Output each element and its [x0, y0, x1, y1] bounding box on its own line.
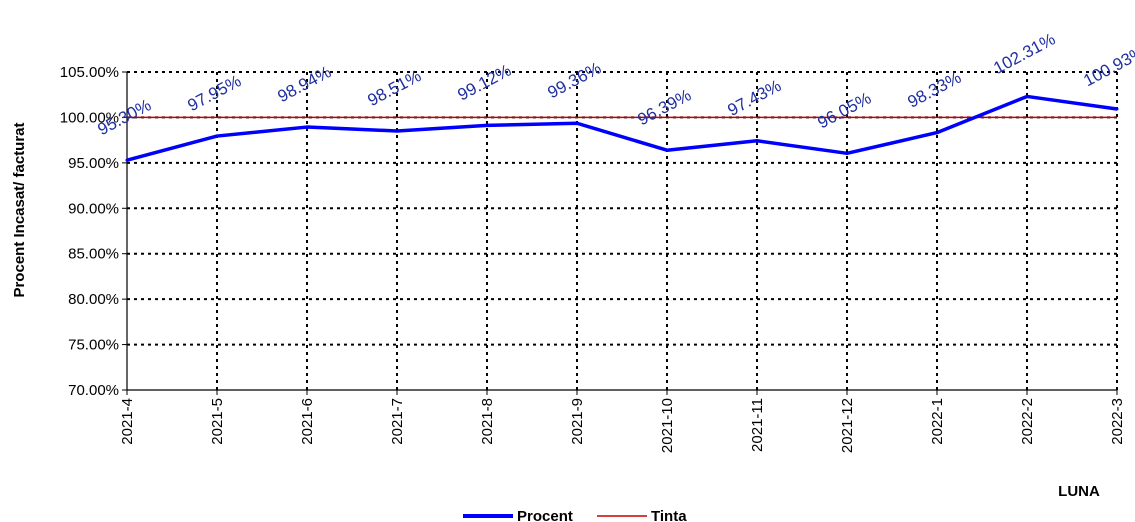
y-tick-label: 75.00% — [68, 337, 119, 354]
data-point-procent — [755, 139, 759, 143]
x-tick-label: 2021-11 — [749, 398, 766, 452]
data-point-procent — [1115, 107, 1119, 111]
series-lines — [125, 94, 1119, 162]
axes — [122, 71, 1118, 395]
x-tick-label: 2021-12 — [839, 398, 856, 453]
x-tick-label: 2022-1 — [929, 398, 946, 445]
data-point-procent — [305, 125, 309, 129]
data-point-procent — [575, 121, 579, 125]
y-axis-label: Procent Incasat/ facturat — [11, 122, 28, 297]
y-tick-label: 100.00% — [60, 109, 119, 126]
x-tick-label: 2021-8 — [479, 398, 496, 445]
y-tick-label: 85.00% — [68, 246, 119, 263]
data-point-procent — [125, 158, 129, 162]
data-point-procent — [845, 151, 849, 155]
data-point-procent — [935, 131, 939, 135]
x-tick-label: 2021-4 — [119, 398, 136, 445]
x-tick-label: 2022-3 — [1109, 398, 1126, 445]
y-tick-label: 90.00% — [68, 200, 119, 217]
data-label-procent: 97.43% — [724, 76, 784, 120]
data-label-procent: 97.95% — [184, 71, 244, 115]
x-tick-label: 2022-2 — [1019, 398, 1036, 445]
data-label-procent: 100.93% — [1080, 42, 1135, 90]
data-label-procent: 102.31% — [990, 29, 1058, 77]
legend-label-tinta: Tinta — [651, 508, 687, 522]
y-tick-label: 80.00% — [68, 291, 119, 308]
legend-label-procent: Procent — [517, 508, 573, 522]
series-line-procent — [126, 94, 1118, 162]
data-point-procent — [1025, 94, 1029, 98]
data-point-procent — [485, 123, 489, 127]
data-label-procent: 99.12% — [454, 61, 514, 105]
x-tick-labels: 2021-4 2021-5 2021-6 2021-7 2021-8 2021-9 2021… — [119, 398, 1126, 453]
data-point-procent — [395, 129, 399, 133]
data-label-procent: 96.05% — [814, 89, 874, 133]
data-label-procent: 99.36% — [544, 58, 604, 102]
data-labels: 95.30%97.95% 98.94% 98.51% 99.12% 99.36%96.3… — [94, 29, 1135, 139]
y-tick-label: 70.00% — [68, 382, 119, 399]
y-tick-labels: 70.00% 75.00% 80.00% 85.00% 90.00% 95.00% 100.… — [60, 64, 119, 399]
data-label-procent: 98.94% — [274, 62, 334, 106]
x-tick-label: 2021-9 — [569, 398, 586, 445]
x-tick-label: 2021-7 — [389, 398, 406, 445]
data-label-procent: 96.39% — [634, 85, 694, 129]
y-tick-label: 105.00% — [60, 64, 119, 81]
x-tick-label: 2021-6 — [299, 398, 316, 445]
y-tick-label: 95.00% — [68, 155, 119, 172]
x-axis-label: LUNA — [1058, 483, 1100, 500]
data-label-procent: 98.33% — [904, 68, 964, 112]
x-tick-label: 2021-5 — [209, 398, 226, 445]
data-point-procent — [215, 134, 219, 138]
data-point-procent — [665, 148, 669, 152]
legend: Procent Tinta — [463, 508, 687, 522]
x-tick-label: 2021-10 — [659, 398, 676, 453]
